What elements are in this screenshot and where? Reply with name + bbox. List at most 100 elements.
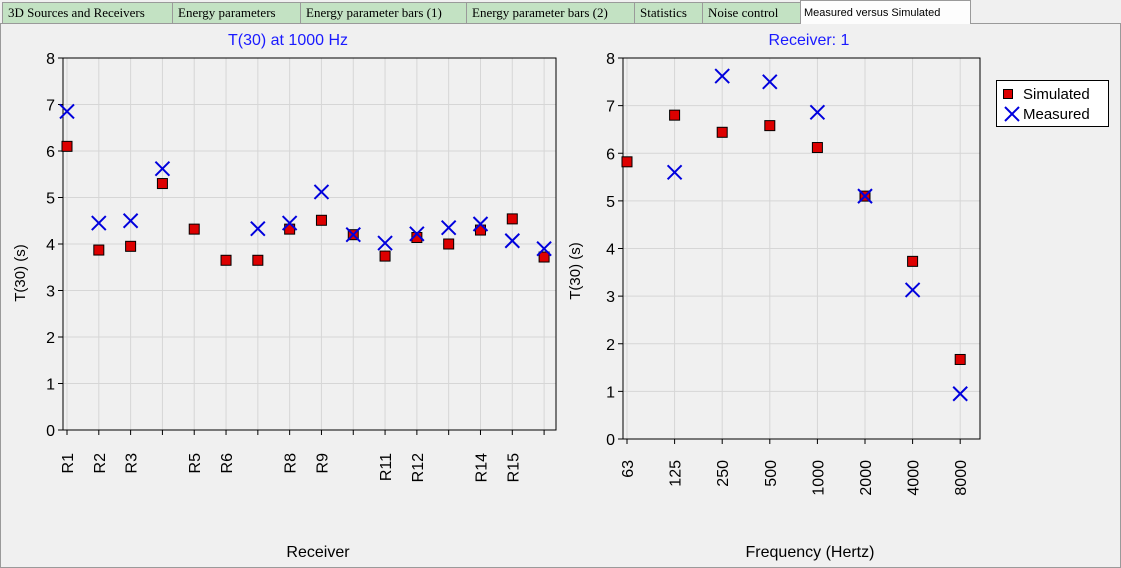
legend-label-measured: Measured xyxy=(1023,105,1090,123)
measured-point-stroke xyxy=(857,188,873,204)
simulated-point xyxy=(188,223,200,235)
simulated-point xyxy=(954,353,966,365)
measured-point xyxy=(281,215,298,231)
measured-point-stroke xyxy=(250,220,266,237)
measured-point xyxy=(952,386,968,402)
tab-statistics[interactable]: Statistics xyxy=(634,2,703,23)
measured-point-stroke xyxy=(440,220,457,236)
measured-point xyxy=(809,104,826,120)
measured-point xyxy=(472,216,489,232)
measured-point-stroke xyxy=(313,184,330,200)
y-tick-label: 5 xyxy=(46,191,55,208)
x-tick-label: 1000 xyxy=(810,460,827,496)
measured-point xyxy=(904,282,921,298)
measured-point-stroke xyxy=(536,240,552,257)
measured-point-stroke xyxy=(59,103,75,120)
tab-measured-vs-simulated[interactable]: Measured versus Simulated xyxy=(800,0,971,24)
x-tick-label: 8000 xyxy=(953,460,970,496)
measured-point xyxy=(122,213,139,229)
measured-point xyxy=(91,215,107,231)
simulated-point xyxy=(379,250,391,262)
chart-frequency: Receiver: 1 T(30) (s) Frequency (Hertz) … xyxy=(567,32,981,561)
measured-point-stroke xyxy=(904,282,921,298)
measured-point xyxy=(313,184,330,200)
chart-title: Receiver: 1 xyxy=(769,32,850,49)
y-tick-label: 7 xyxy=(46,98,55,115)
tab-noise-control[interactable]: Noise control xyxy=(702,2,801,23)
x-tick-label: R2 xyxy=(92,453,109,474)
simulated-point xyxy=(220,254,232,266)
x-tick-label: R3 xyxy=(124,453,141,474)
simulated-point xyxy=(125,240,137,252)
x-tick-label: 63 xyxy=(620,460,637,478)
y-tick-label: 6 xyxy=(46,144,55,161)
measured-point-stroke xyxy=(154,160,171,177)
x-tick-label: R6 xyxy=(219,453,236,474)
simulated-point xyxy=(907,255,919,267)
y-tick-label: 3 xyxy=(46,284,55,301)
measured-point xyxy=(409,226,425,242)
measured-point xyxy=(59,103,75,120)
y-tick-label: 7 xyxy=(606,99,615,116)
measured-point-stroke xyxy=(809,104,826,120)
simulated-point xyxy=(764,120,776,132)
x-tick-label: 250 xyxy=(715,460,732,487)
y-axis-label: T(30) (s) xyxy=(567,242,584,300)
plot-frame xyxy=(622,57,981,440)
chart-receivers: T(30) at 1000 Hz T(30) (s) Receiver 0 1 2 3… xyxy=(12,32,557,561)
y-tick-label: 0 xyxy=(606,432,615,449)
y-tick-label: 4 xyxy=(606,242,615,259)
x-tick-label: 500 xyxy=(763,460,780,487)
simulated-point xyxy=(669,109,681,121)
measured-point-stroke xyxy=(714,68,730,84)
simulated-point xyxy=(93,244,105,256)
x-tick-label: R9 xyxy=(314,453,331,474)
measured-point xyxy=(504,233,520,249)
y-tick-label: 5 xyxy=(606,194,615,211)
measured-point xyxy=(250,220,266,237)
y-axis-label: T(30) (s) xyxy=(12,244,29,302)
x-tick-label: 2000 xyxy=(858,460,875,496)
x-tick-label: R12 xyxy=(410,453,427,482)
y-tick-label: 2 xyxy=(606,337,615,354)
simulated-point xyxy=(538,251,550,263)
chart-title: T(30) at 1000 Hz xyxy=(228,32,348,49)
measured-point-stroke xyxy=(122,213,139,229)
measured-point xyxy=(345,226,361,243)
measured-point-stroke xyxy=(952,386,968,402)
legend-item-simulated: Simulated xyxy=(1001,84,1090,104)
y-tick-label: 1 xyxy=(46,377,55,394)
plot-frame xyxy=(62,57,557,431)
x-tick-label: 125 xyxy=(668,460,685,487)
legend-item-measured: Measured xyxy=(1001,104,1090,124)
measured-point-stroke xyxy=(409,226,425,242)
x-tick-label: R1 xyxy=(60,453,77,474)
measured-point-stroke xyxy=(762,74,778,90)
x-tick-label: R8 xyxy=(283,453,300,474)
simulated-point xyxy=(315,214,327,226)
simulated-point xyxy=(506,213,518,225)
y-tick-label: 4 xyxy=(46,237,55,254)
tab-3d-sources-receivers[interactable]: 3D Sources and Receivers xyxy=(2,2,173,23)
y-tick-label: 8 xyxy=(606,51,615,68)
simulated-point xyxy=(811,142,823,154)
measured-point xyxy=(377,235,393,251)
measured-point xyxy=(536,240,552,257)
tab-energy-parameter-bars-2[interactable]: Energy parameter bars (2) xyxy=(466,2,635,23)
y-tick-label: 0 xyxy=(46,423,55,440)
simulated-point xyxy=(621,156,633,168)
tab-bar: 3D Sources and Receivers Energy paramete… xyxy=(0,0,1121,24)
measured-point-stroke xyxy=(504,233,520,249)
measured-point-stroke xyxy=(91,215,107,231)
measured-marker-icon xyxy=(1004,106,1020,122)
simulated-point xyxy=(61,140,73,152)
legend: Simulated Measured xyxy=(996,80,1109,127)
simulated-point xyxy=(443,238,455,250)
y-tick-label: 6 xyxy=(606,146,615,163)
tab-energy-parameters[interactable]: Energy parameters xyxy=(172,2,301,23)
simulated-point xyxy=(716,126,728,138)
measured-point-stroke xyxy=(666,164,683,181)
y-tick-label: 3 xyxy=(606,289,615,306)
x-tick-label: R15 xyxy=(505,453,522,482)
tab-energy-parameter-bars-1[interactable]: Energy parameter bars (1) xyxy=(300,2,467,23)
